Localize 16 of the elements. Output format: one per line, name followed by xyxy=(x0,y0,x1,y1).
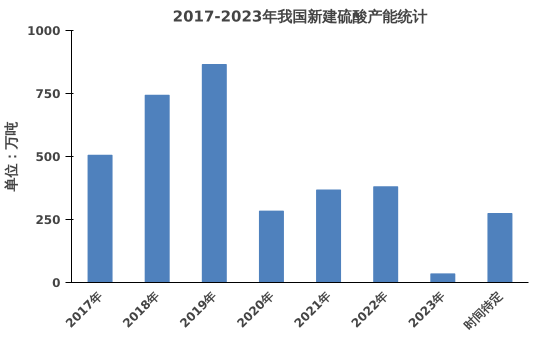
bar xyxy=(202,64,227,282)
chart-title: 2017-2023年我国新建硫酸产能统计 xyxy=(172,8,428,26)
y-tick-label: 500 xyxy=(35,150,61,164)
bar xyxy=(487,212,512,282)
y-tick-label: 750 xyxy=(35,87,61,101)
y-tick-label: 0 xyxy=(52,276,61,290)
bar xyxy=(373,186,398,282)
y-tick-label: 1000 xyxy=(27,24,61,38)
y-tick-label: 250 xyxy=(35,213,61,227)
bar xyxy=(430,273,456,282)
bar xyxy=(144,94,170,282)
bar xyxy=(88,154,113,282)
bar xyxy=(258,210,284,282)
y-axis-title: 单位：万吨 xyxy=(3,122,20,192)
bar xyxy=(316,190,342,282)
x-tick-label: 时间待定 xyxy=(461,288,505,332)
